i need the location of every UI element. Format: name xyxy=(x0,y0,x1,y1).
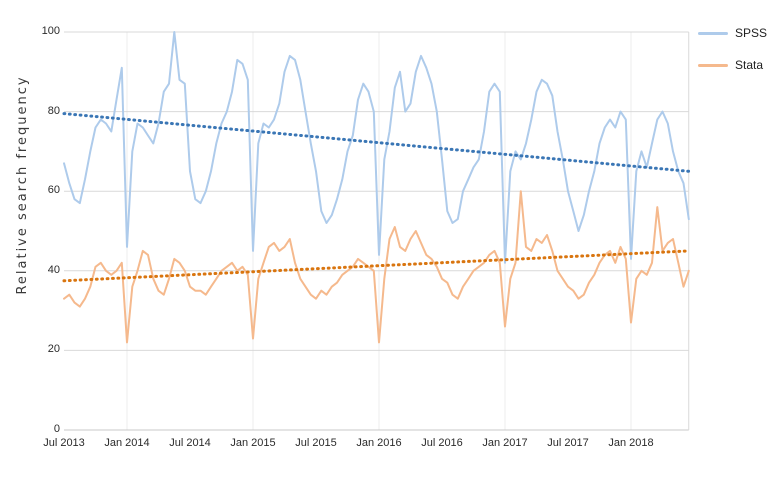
x-tick-label-jan-2015: Jan 2015 xyxy=(230,437,276,449)
y-tick-label-80: 80 xyxy=(47,104,60,117)
legend-item-spss[interactable]: SPSS xyxy=(698,26,778,40)
stata-series-line xyxy=(63,190,690,344)
x-tick-label-jul-2013: Jul 2013 xyxy=(43,437,85,449)
legend-label-stata: Stata xyxy=(735,58,764,72)
spss-series-swatch xyxy=(698,31,728,35)
x-tick-label-jul-2016: Jul 2016 xyxy=(421,437,463,449)
y-tick-label-0: 0 xyxy=(53,423,60,435)
stata-trend-line xyxy=(62,249,691,283)
legend: SPSS Stata xyxy=(698,26,778,90)
x-tick-label-jan-2014: Jan 2014 xyxy=(104,437,150,449)
x-tick-label-jan-2017: Jan 2017 xyxy=(482,437,528,449)
y-tick-label-100: 100 xyxy=(41,25,60,37)
y-tick-label-20: 20 xyxy=(47,343,60,356)
spss-series-line xyxy=(63,31,690,264)
y-tick-label-40: 40 xyxy=(47,263,60,276)
x-tick-label-jul-2014: Jul 2014 xyxy=(169,437,211,449)
x-tick-label-jul-2017: Jul 2017 xyxy=(547,437,589,449)
stata-series-swatch xyxy=(698,63,728,67)
legend-item-stata[interactable]: Stata xyxy=(698,58,778,72)
x-tick-label-jan-2018: Jan 2018 xyxy=(608,437,654,449)
x-tick-label-jul-2015: Jul 2015 xyxy=(295,437,337,449)
y-tick-label-60: 60 xyxy=(47,184,60,197)
legend-label-spss: SPSS xyxy=(735,26,768,40)
x-tick-label-jan-2016: Jan 2016 xyxy=(356,437,402,449)
spss-trend-line xyxy=(62,112,691,173)
